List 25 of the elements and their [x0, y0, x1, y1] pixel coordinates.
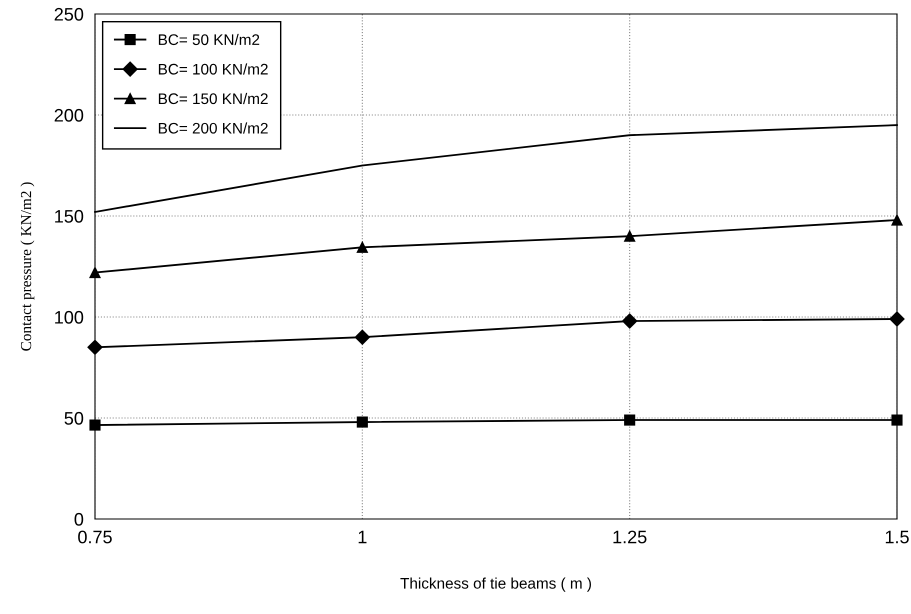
y-axis-title: Contact pressure ( KN/m2 )	[20, 182, 34, 351]
point	[622, 313, 638, 329]
legend-label: BC= 200 KN/m2	[158, 122, 268, 134]
point	[891, 414, 903, 426]
x-tick-label: 1.25	[613, 530, 646, 544]
y-tick-label: 0	[74, 512, 84, 526]
y-tick-label: 150	[55, 210, 84, 223]
point	[624, 414, 636, 426]
point	[89, 420, 101, 431]
point	[356, 416, 368, 428]
y-tick-label: 100	[55, 310, 84, 324]
x-axis-title: Thickness of tie beams ( m )	[400, 578, 591, 592]
x-tick-label: 1	[358, 530, 366, 544]
point	[356, 242, 368, 253]
y-tick-label: 50	[64, 412, 84, 425]
x-tick-label: 1.5	[886, 530, 909, 544]
point	[354, 330, 370, 345]
y-tick-label: 250	[54, 8, 84, 21]
point	[624, 230, 636, 242]
legend-label: BC= 100 KN/m2	[158, 63, 268, 75]
y-tick-label: 200	[54, 108, 84, 122]
legend-label: BC= 150 KN/m2	[158, 92, 268, 104]
legend-label: BC= 50 KN/m2	[158, 34, 260, 46]
point	[87, 340, 103, 355]
x-tick-label: 0.75	[78, 530, 112, 544]
